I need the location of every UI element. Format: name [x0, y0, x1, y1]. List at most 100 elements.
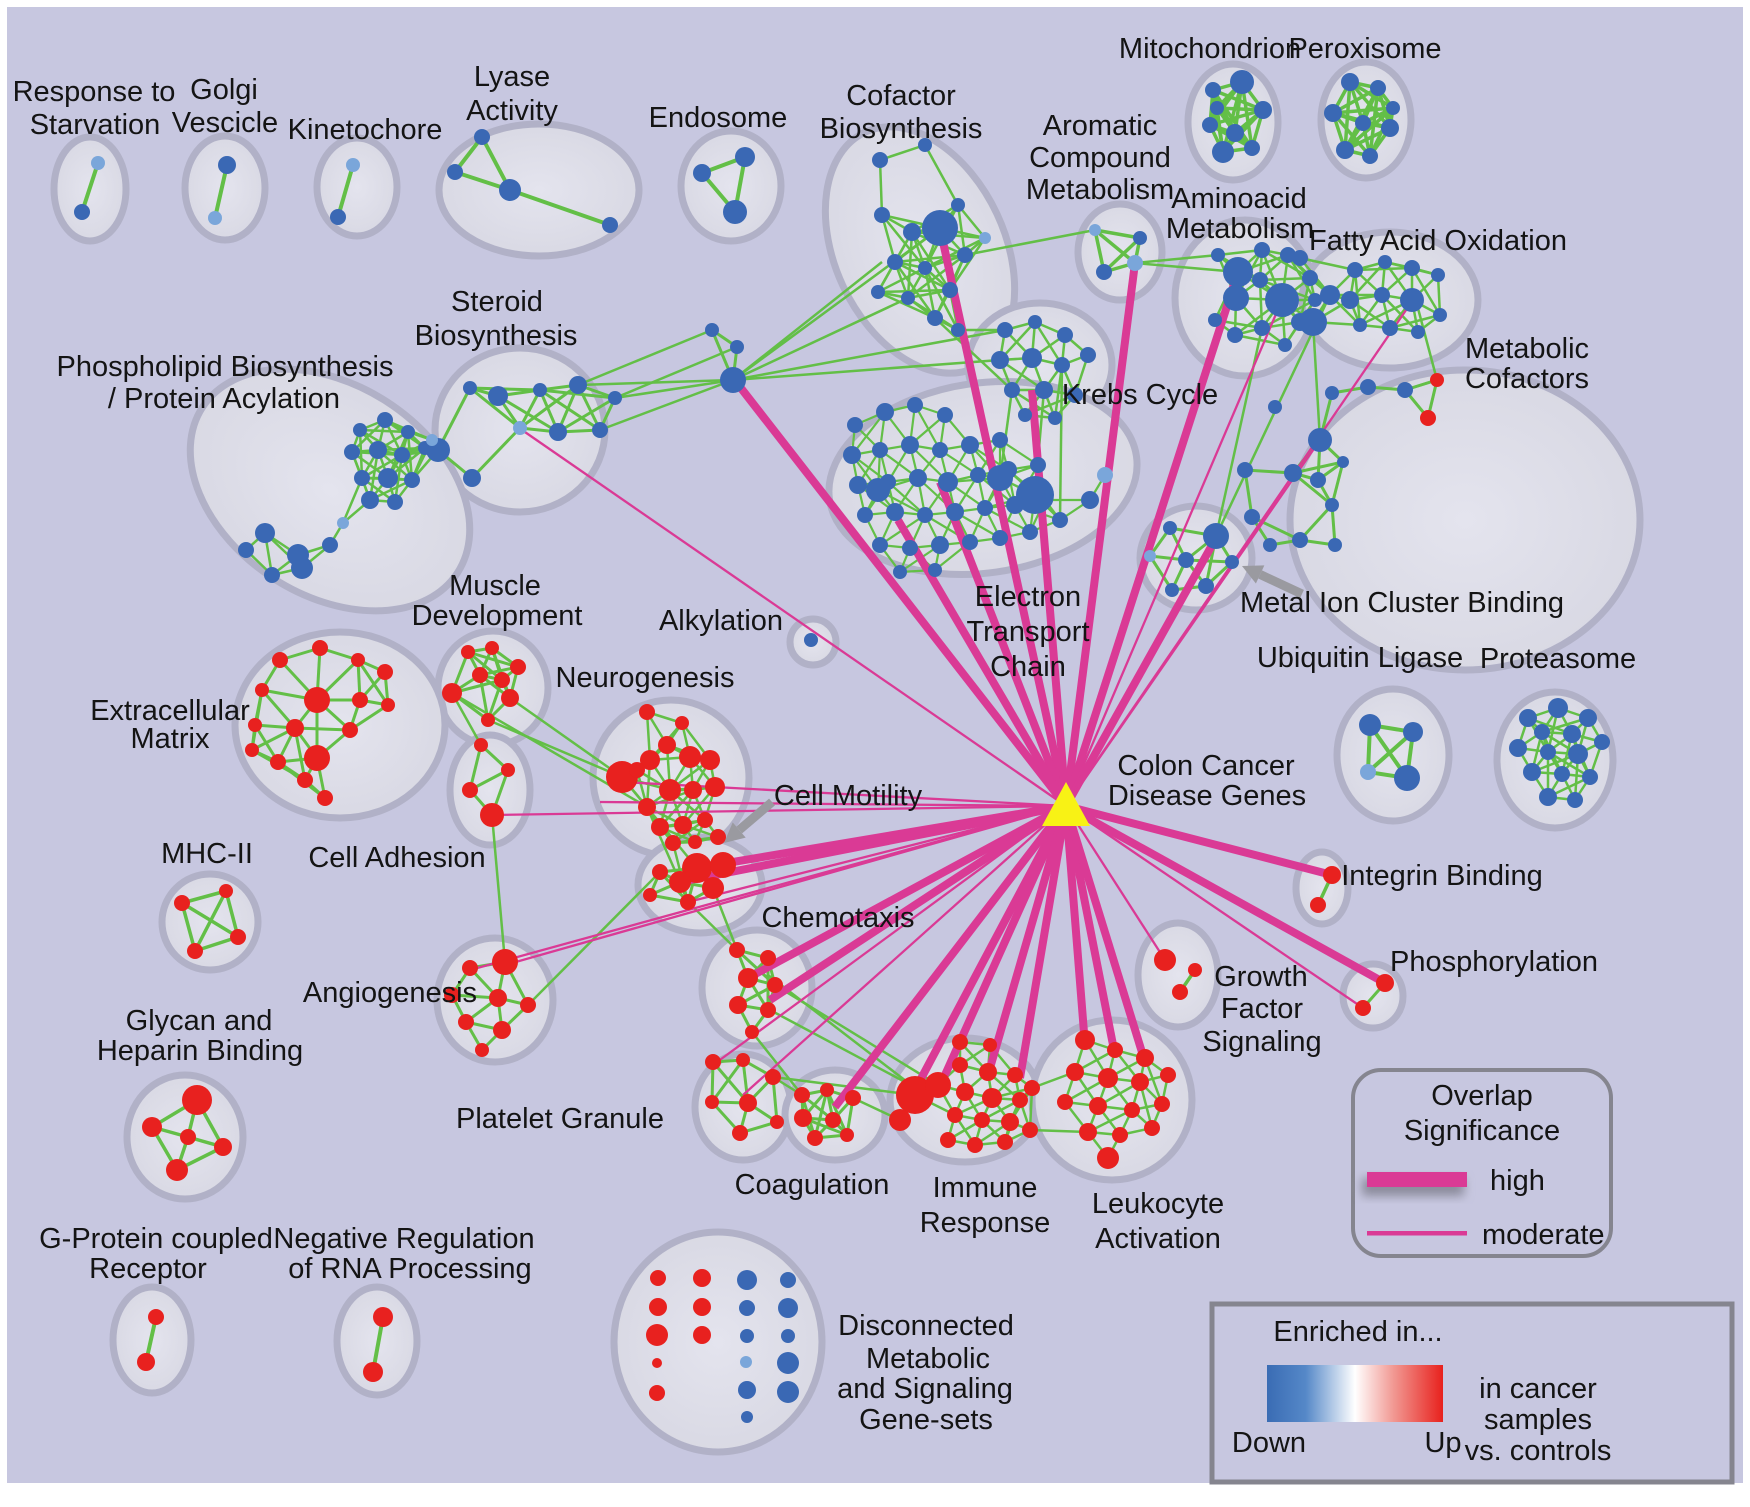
node-fatty-acid-oxidation[interactable] — [1292, 250, 1308, 266]
node-mitochondrion[interactable] — [1210, 101, 1224, 115]
node-electron-transport-chain[interactable] — [1030, 457, 1046, 473]
node-cofactor-biosynthesis[interactable] — [979, 232, 991, 244]
node-coagulation[interactable] — [794, 1109, 812, 1127]
node-cofactor-biosynthesis[interactable] — [872, 152, 888, 168]
node-electron-transport-chain[interactable] — [886, 503, 904, 521]
node-electron-transport-chain[interactable] — [876, 403, 894, 421]
node-growth-factor-signaling[interactable] — [1154, 949, 1176, 971]
node-peroxisome[interactable] — [1370, 80, 1386, 96]
node-krebs-cycle[interactable] — [1054, 357, 1070, 373]
node-chemotaxis[interactable] — [760, 1002, 776, 1018]
node-extracellular-matrix[interactable] — [245, 743, 259, 757]
node-electron-transport-chain[interactable] — [1016, 476, 1054, 514]
node-fatty-acid-oxidation[interactable] — [1299, 308, 1327, 336]
node-disconnected-metabolic-signaling-gene-sets[interactable] — [740, 1329, 754, 1343]
node-electron-transport-chain[interactable] — [866, 478, 890, 502]
node-cofactor-biosynthesis[interactable] — [942, 282, 958, 298]
node-fatty-acid-oxidation[interactable] — [1382, 320, 1398, 336]
node-glycan-heparin-binding[interactable] — [142, 1117, 162, 1137]
node-metal-ion-cluster-binding[interactable] — [1144, 550, 1156, 562]
node-muscle-development[interactable] — [510, 659, 526, 675]
node-immune-response[interactable] — [997, 1134, 1013, 1150]
node-mitochondrion[interactable] — [1205, 82, 1221, 98]
node-lyase-activity[interactable] — [447, 164, 463, 180]
node-disconnected-metabolic-signaling-gene-sets[interactable] — [777, 1352, 799, 1374]
node-mitochondrion[interactable] — [1244, 140, 1260, 156]
node-steroid-biosynthesis[interactable] — [513, 421, 527, 435]
node-cofactor-biosynthesis[interactable] — [951, 198, 965, 212]
node-neurogenesis[interactable] — [674, 816, 692, 834]
node-steroid-biosynthesis[interactable] — [463, 381, 477, 395]
node-neurogenesis[interactable] — [658, 736, 676, 754]
node-phospholipid-biosynthesis-protein-acylation[interactable] — [255, 523, 275, 543]
node-coagulation[interactable] — [840, 1128, 854, 1142]
node-krebs-cycle[interactable] — [1080, 347, 1096, 363]
node-mitochondrion[interactable] — [1202, 117, 1218, 133]
node-chemotaxis[interactable] — [729, 996, 747, 1014]
node-proteasome[interactable] — [1582, 769, 1598, 785]
node-coagulation[interactable] — [820, 1083, 834, 1097]
node-electron-transport-chain[interactable] — [1097, 467, 1113, 483]
node-g-protein-coupled-receptor[interactable] — [137, 1353, 155, 1371]
node-angiogenesis[interactable] — [492, 949, 518, 975]
node-leukocyte-activation[interactable] — [1154, 1096, 1170, 1112]
node-phospholipid-biosynthesis-protein-acylation[interactable] — [377, 412, 393, 428]
node-neurogenesis[interactable] — [629, 762, 645, 778]
node-extracellular-matrix[interactable] — [272, 652, 288, 668]
node-electron-transport-chain[interactable] — [992, 530, 1008, 546]
node-steroid-biosynthesis[interactable] — [592, 422, 608, 438]
node-peroxisome[interactable] — [1362, 148, 1378, 164]
node-glycan-heparin-binding[interactable] — [214, 1138, 232, 1156]
node-proteasome[interactable] — [1540, 744, 1556, 760]
node-leukocyte-activation[interactable] — [1124, 1102, 1140, 1118]
node-neurogenesis[interactable] — [700, 750, 720, 770]
node-steroid-biosynthesis[interactable] — [533, 383, 547, 397]
node-disconnected-metabolic-signaling-gene-sets[interactable] — [737, 1270, 757, 1290]
node-coagulation[interactable] — [825, 1112, 841, 1128]
node-mhc-ii[interactable] — [174, 895, 190, 911]
node-disconnected-metabolic-signaling-gene-sets[interactable] — [649, 1298, 667, 1316]
node-immune-response[interactable] — [1007, 1067, 1023, 1083]
node-growth-factor-signaling[interactable] — [1188, 963, 1202, 977]
node-aminoacid-metabolism[interactable] — [1254, 242, 1270, 258]
node-angiogenesis[interactable] — [520, 997, 536, 1013]
node-platelet-granule[interactable] — [770, 1115, 784, 1129]
node-aminoacid-metabolism[interactable] — [1280, 247, 1296, 263]
node-leukocyte-activation[interactable] — [1089, 1097, 1107, 1115]
node-proteasome[interactable] — [1563, 725, 1581, 743]
node-cofactor-biosynthesis[interactable] — [871, 285, 885, 299]
node-cell-motility[interactable] — [643, 888, 657, 902]
node-coagulation[interactable] — [794, 1087, 810, 1103]
node-aminoacid-metabolism[interactable] — [1223, 285, 1249, 311]
node-chemotaxis[interactable] — [729, 942, 745, 958]
node-electron-transport-chain[interactable] — [946, 503, 964, 521]
node-extracellular-matrix[interactable] — [351, 653, 365, 667]
node-disconnected-metabolic-signaling-gene-sets[interactable] — [646, 1324, 668, 1346]
node-coagulation[interactable] — [845, 1090, 861, 1106]
node-mhc-ii[interactable] — [219, 884, 233, 898]
node-immune-response[interactable] — [983, 1038, 997, 1052]
node-proteasome[interactable] — [1554, 766, 1570, 782]
node-immune-response[interactable] — [1012, 1092, 1028, 1108]
node-electron-transport-chain[interactable] — [937, 407, 953, 423]
node-phospholipid-biosynthesis-protein-acylation[interactable] — [361, 491, 379, 509]
node-peroxisome[interactable] — [1386, 101, 1400, 115]
node-disconnected-metabolic-signaling-gene-sets[interactable] — [652, 1358, 662, 1368]
node-response-to-starvation[interactable] — [74, 204, 90, 220]
node-angiogenesis[interactable] — [475, 1043, 489, 1057]
node-electron-transport-chain[interactable] — [928, 563, 942, 577]
node-phospholipid-biosynthesis-protein-acylation[interactable] — [354, 470, 370, 486]
node-peroxisome[interactable] — [1355, 115, 1371, 131]
node-cofactor-biosynthesis[interactable] — [901, 291, 915, 305]
node-phospholipid-biosynthesis-protein-acylation[interactable] — [344, 444, 360, 460]
node-electron-transport-chain[interactable] — [1052, 512, 1068, 528]
node-aminoacid-metabolism[interactable] — [1278, 338, 1292, 352]
node-metal-ion-cluster-binding[interactable] — [1225, 555, 1239, 569]
node-peroxisome[interactable] — [1381, 119, 1399, 137]
node-aromatic-compound-metabolism[interactable] — [1133, 231, 1147, 245]
node-leukocyte-activation[interactable] — [1107, 1042, 1123, 1058]
node-disconnected-metabolic-signaling-gene-sets[interactable] — [650, 1270, 666, 1286]
node-metal-ion-cluster-binding[interactable] — [1203, 523, 1229, 549]
node-cell-adhesion[interactable] — [480, 803, 504, 827]
node-mhc-ii[interactable] — [230, 929, 246, 945]
